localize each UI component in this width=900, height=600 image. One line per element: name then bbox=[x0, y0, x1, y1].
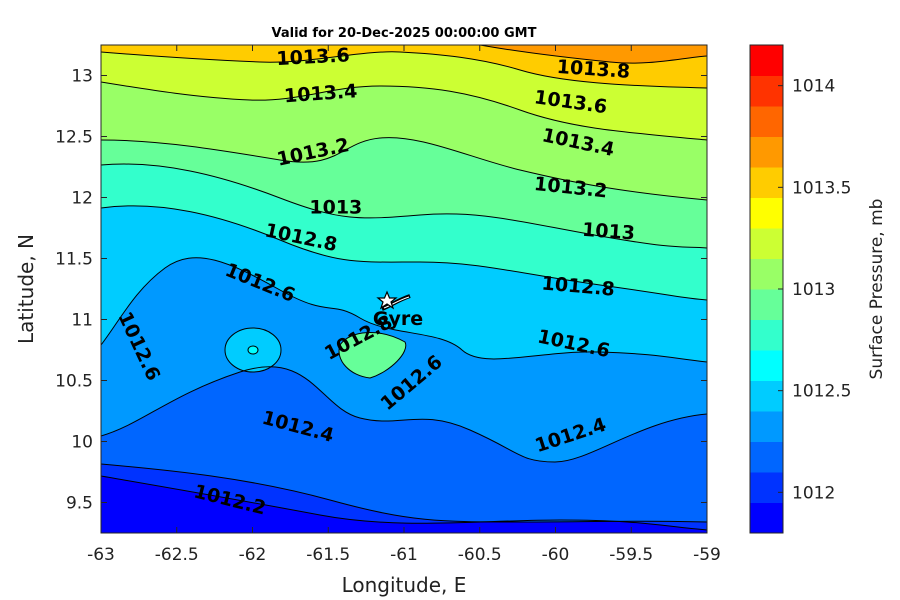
x-tick-label: -62.5 bbox=[155, 545, 199, 565]
colorbar-ticks: 1012 1012.5 1013 1013.5 1014 bbox=[778, 77, 851, 503]
colorbar-tick-label: 1012.5 bbox=[792, 382, 851, 402]
colorbar-swatch bbox=[750, 502, 783, 534]
y-tick-label: 12 bbox=[71, 189, 93, 209]
colorbar-swatch bbox=[750, 75, 783, 107]
colorbar-swatch bbox=[750, 45, 783, 76]
y-tick-label: 10.5 bbox=[55, 372, 93, 392]
colorbar-tick-label: 1013.5 bbox=[792, 178, 851, 198]
colorbar-swatch bbox=[750, 472, 783, 503]
contour-loop bbox=[224, 327, 282, 373]
colorbar-swatch bbox=[750, 258, 783, 290]
contour-band bbox=[248, 346, 258, 354]
y-axis: 9.5 10 10.5 11 11.5 12 12.5 13 bbox=[55, 67, 707, 514]
x-tick-label: -59.5 bbox=[609, 545, 653, 565]
colorbar-swatch bbox=[750, 411, 783, 442]
contour-line bbox=[101, 475, 707, 531]
contour-line bbox=[101, 81, 707, 141]
y-tick-label: 12.5 bbox=[55, 128, 93, 148]
x-tick-label: -60 bbox=[542, 545, 570, 565]
contour-line bbox=[101, 257, 707, 363]
gyre-track-highlight bbox=[383, 296, 410, 309]
colorbar-swatch bbox=[750, 441, 783, 473]
y-tick-label: 13 bbox=[71, 67, 93, 87]
y-tick-label: 11.5 bbox=[55, 250, 93, 270]
colorbar-swatch bbox=[750, 136, 783, 168]
colorbar-tick-label: 1012 bbox=[792, 483, 835, 503]
contour-line bbox=[101, 205, 707, 301]
contour-band bbox=[480, 45, 707, 64]
contour-line bbox=[479, 45, 707, 64]
contour-label: 1013 bbox=[309, 196, 362, 218]
contour-label: 1013 bbox=[581, 219, 635, 245]
colorbar-swatch bbox=[750, 197, 783, 229]
colorbar-tick-label: 1014 bbox=[792, 77, 835, 97]
colorbar-swatch bbox=[750, 380, 783, 412]
x-tick-label: -61.5 bbox=[306, 545, 350, 565]
x-tick-label: -61 bbox=[390, 545, 418, 565]
contour-loop bbox=[247, 345, 259, 355]
colorbar-label: Surface Pressure, mb bbox=[867, 199, 887, 380]
contour-label: 1013.8 bbox=[556, 56, 631, 83]
contour-band bbox=[339, 332, 406, 378]
gyre-star-marker bbox=[376, 290, 398, 310]
contour-label: 1013.6 bbox=[276, 44, 350, 70]
colorbar-tick-label: 1013 bbox=[792, 280, 835, 300]
colorbar-swatch bbox=[750, 319, 783, 351]
colorbar-swatch bbox=[750, 228, 783, 259]
x-tick-label: -59 bbox=[693, 545, 721, 565]
colorbar-swatch bbox=[750, 289, 783, 320]
filled-contour-bands bbox=[101, 45, 707, 533]
x-tick-label: -62 bbox=[239, 545, 267, 565]
contour-lines bbox=[101, 45, 707, 531]
gyre-label: Gyre bbox=[373, 308, 423, 330]
x-axis: -63 -62.5 -62 -61.5 -61 -60.5 -60 -59.5 -59 bbox=[87, 45, 721, 565]
colorbar-swatch bbox=[750, 350, 783, 381]
y-tick-label: 10 bbox=[71, 433, 93, 453]
contour-line bbox=[101, 463, 707, 523]
contour-label: 1013.4 bbox=[283, 80, 358, 107]
contour-line bbox=[101, 366, 707, 463]
chart-title: Valid for 20-Dec-2025 00:00:00 GMT bbox=[272, 26, 537, 41]
x-tick-label: -63 bbox=[87, 545, 115, 565]
y-tick-label: 11 bbox=[71, 311, 93, 331]
contour-line bbox=[101, 137, 707, 201]
contour-line bbox=[101, 163, 707, 249]
contour-line bbox=[101, 51, 707, 89]
colorbar-swatch bbox=[750, 167, 783, 198]
colorbar-swatch bbox=[750, 106, 783, 137]
x-axis-label: Longitude, E bbox=[342, 573, 467, 597]
colorbar bbox=[750, 45, 783, 534]
x-tick-label: -60.5 bbox=[458, 545, 502, 565]
y-tick-label: 9.5 bbox=[66, 494, 93, 514]
y-axis-label: Latitude, N bbox=[14, 234, 38, 344]
contour-loop bbox=[338, 332, 407, 379]
gyre-annotation: Gyre bbox=[373, 290, 423, 330]
